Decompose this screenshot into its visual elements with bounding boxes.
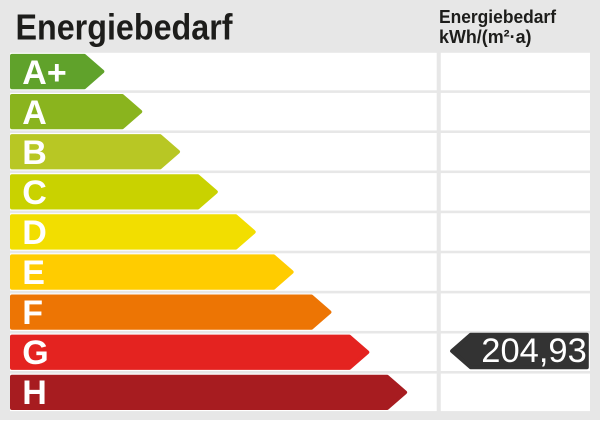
svg-text:Energiebedarf: Energiebedarf (16, 6, 234, 47)
svg-text:E: E (22, 254, 45, 292)
svg-text:H: H (22, 374, 47, 412)
svg-text:A+: A+ (22, 54, 66, 92)
svg-text:D: D (22, 214, 47, 252)
svg-text:C: C (22, 174, 47, 212)
svg-text:Energiebedarf: Energiebedarf (439, 6, 557, 27)
svg-text:G: G (22, 334, 48, 372)
svg-text:A: A (22, 94, 47, 132)
svg-text:B: B (22, 134, 47, 172)
svg-text:F: F (22, 294, 43, 332)
svg-text:204,93: 204,93 (481, 332, 587, 370)
svg-text:kWh/(m²·a): kWh/(m²·a) (439, 26, 532, 47)
